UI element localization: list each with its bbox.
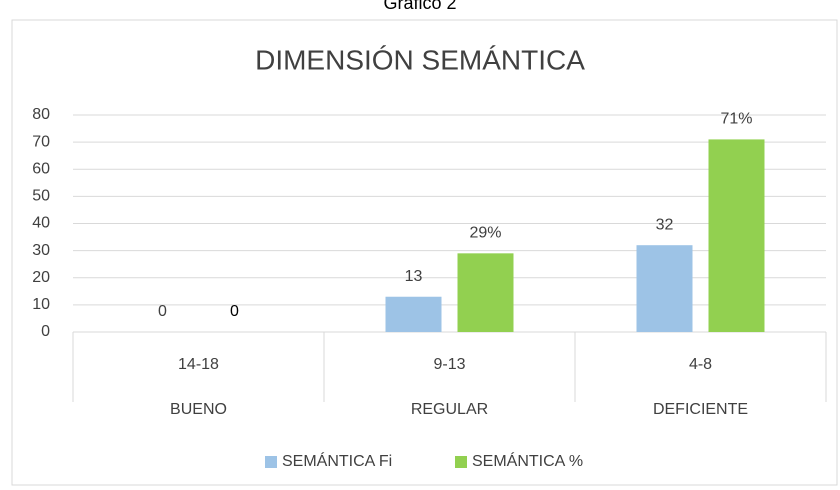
y-tick-label: 0 [41,323,50,340]
legend-swatch [265,456,277,468]
chart-title: DIMENSIÓN SEMÁNTICA [255,44,585,75]
value-label: 0 [158,303,167,320]
x-tick-label: 4-8 [689,356,712,373]
bar [385,296,442,332]
x-tick-label: 14-18 [178,356,219,373]
y-tick-label: 70 [32,133,50,150]
value-label: 29% [469,225,501,242]
legend-swatch [455,456,467,468]
bar [708,139,765,332]
value-label: 0 [230,303,239,320]
value-label: 13 [405,268,423,285]
caption: Gráfico 2 [383,0,456,13]
bar [636,245,693,332]
y-tick-label: 30 [32,242,50,259]
legend-label: SEMÁNTICA Fi [282,451,392,470]
y-tick-label: 50 [32,188,50,205]
y-tick-label: 10 [32,296,50,313]
x-tick-label: 9-13 [433,356,465,373]
y-tick-label: 40 [32,215,50,232]
group-label: DEFICIENTE [653,401,748,418]
y-tick-label: 20 [32,269,50,286]
y-tick-label: 80 [32,106,50,123]
y-tick-label: 60 [32,160,50,177]
group-label: BUENO [170,401,227,418]
value-label: 32 [656,216,674,233]
chart-border [11,19,838,486]
legend-label: SEMÁNTICA % [472,451,583,470]
bar [457,253,514,332]
value-label: 71% [720,111,752,128]
group-label: REGULAR [411,401,488,418]
